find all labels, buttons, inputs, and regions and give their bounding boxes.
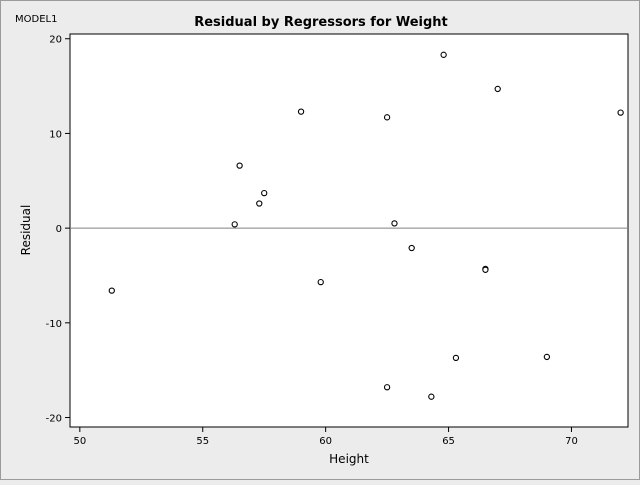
data-point xyxy=(256,200,263,207)
data-point xyxy=(236,162,243,169)
data-point xyxy=(440,51,447,58)
chart-title: Residual by Regressors for Weight xyxy=(194,15,448,30)
y-tick-label: 10 xyxy=(49,129,62,140)
data-point xyxy=(428,393,435,400)
data-point xyxy=(408,244,415,252)
data-point xyxy=(261,189,268,197)
y-tick-label: 0 xyxy=(56,224,62,235)
y-tick-label: -10 xyxy=(46,319,62,330)
data-point xyxy=(543,353,551,361)
data-point xyxy=(383,114,391,121)
data-point xyxy=(383,384,391,391)
y-tick-label: -20 xyxy=(46,414,62,425)
x-tick-label: 50 xyxy=(73,436,86,447)
y-axis: -20 -10 0 10 20 xyxy=(46,35,70,425)
data-point xyxy=(231,221,238,228)
x-axis-label: Height xyxy=(329,452,369,466)
data-point xyxy=(452,354,460,362)
data-point xyxy=(617,109,624,116)
data-points xyxy=(108,51,624,400)
data-point xyxy=(297,108,305,115)
x-axis: 50 55 60 65 70 xyxy=(73,427,578,447)
x-tick-label: 70 xyxy=(565,436,578,447)
model-label: MODEL1 xyxy=(15,14,57,25)
x-tick-label: 65 xyxy=(442,436,455,447)
y-tick-label: 20 xyxy=(49,35,62,46)
plot-area xyxy=(69,33,629,428)
x-tick-label: 55 xyxy=(196,436,209,447)
x-tick-label: 60 xyxy=(319,436,332,447)
data-point xyxy=(391,220,398,227)
data-point xyxy=(317,278,324,286)
data-point xyxy=(108,287,115,294)
y-axis-label: Residual xyxy=(19,205,33,256)
data-point xyxy=(482,266,489,273)
data-point xyxy=(494,85,501,93)
